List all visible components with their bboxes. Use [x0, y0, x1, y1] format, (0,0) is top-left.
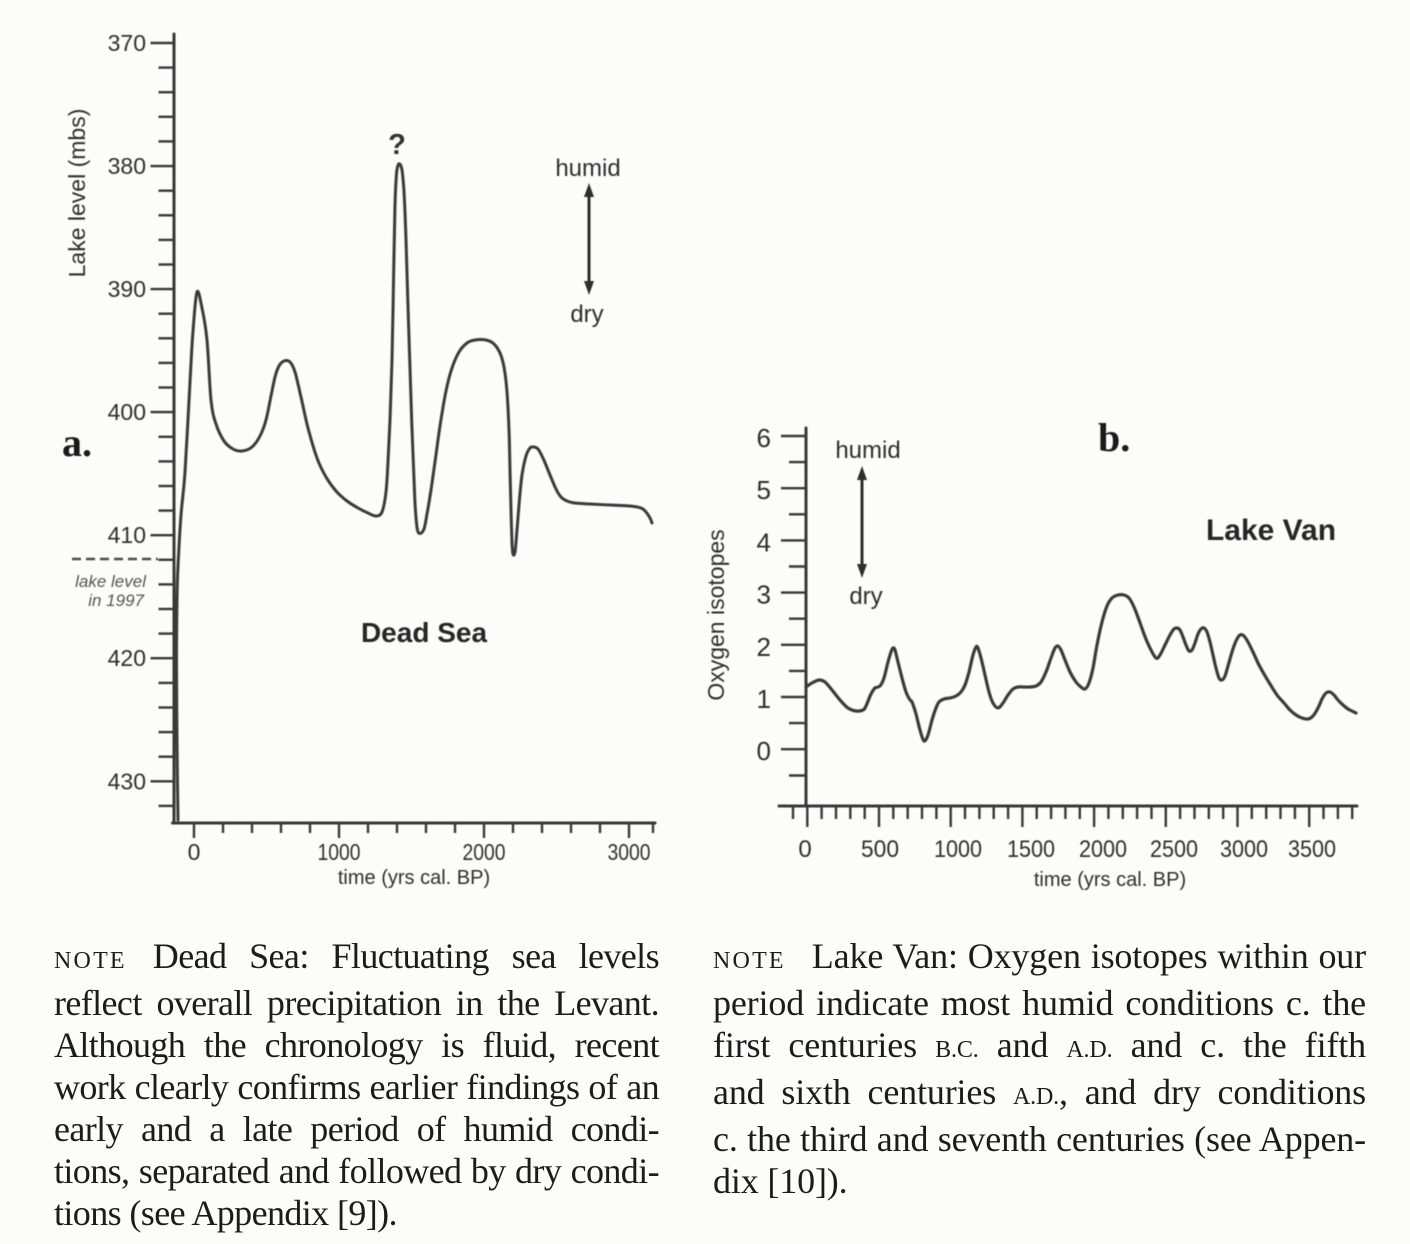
- svg-text:2500: 2500: [1150, 836, 1198, 863]
- svg-text:in 1997: in 1997: [88, 591, 144, 610]
- svg-text:a.: a.: [62, 420, 92, 465]
- svg-text:3500: 3500: [1288, 836, 1336, 863]
- svg-text:4: 4: [757, 527, 771, 557]
- svg-text:0: 0: [757, 736, 771, 766]
- svg-text:0: 0: [188, 839, 201, 865]
- svg-text:0: 0: [798, 836, 811, 863]
- svg-text:410: 410: [108, 522, 146, 548]
- svg-text:2000: 2000: [1079, 836, 1127, 863]
- svg-text:380: 380: [108, 153, 146, 179]
- svg-text:1500: 1500: [1007, 836, 1055, 863]
- svg-text:dry: dry: [570, 301, 603, 328]
- svg-text:3000: 3000: [608, 839, 651, 865]
- svg-text:Dead Sea: Dead Sea: [361, 617, 487, 648]
- svg-text:1000: 1000: [934, 836, 982, 863]
- svg-text:1: 1: [757, 684, 771, 714]
- svg-text:500: 500: [861, 836, 899, 863]
- svg-text:3000: 3000: [1220, 836, 1268, 863]
- svg-text:humid: humid: [835, 437, 900, 464]
- svg-text:b.: b.: [1098, 415, 1130, 460]
- svg-text:5: 5: [757, 475, 771, 505]
- svg-text:430: 430: [108, 768, 146, 794]
- svg-text:370: 370: [108, 30, 146, 56]
- svg-text:Lake Van: Lake Van: [1206, 514, 1336, 547]
- svg-text:390: 390: [108, 276, 146, 302]
- svg-text:?: ?: [388, 129, 406, 161]
- svg-text:time (yrs cal. BP): time (yrs cal. BP): [1034, 869, 1186, 891]
- svg-text:time (yrs cal. BP): time (yrs cal. BP): [338, 867, 490, 889]
- svg-text:6: 6: [757, 423, 771, 453]
- svg-text:420: 420: [108, 645, 146, 671]
- svg-text:400: 400: [108, 399, 146, 425]
- svg-text:Lake level (mbs): Lake level (mbs): [64, 109, 90, 278]
- svg-text:dry: dry: [849, 583, 882, 610]
- svg-text:2000: 2000: [463, 839, 506, 865]
- svg-text:humid: humid: [555, 155, 620, 182]
- svg-text:3: 3: [757, 580, 771, 610]
- svg-text:1000: 1000: [318, 839, 361, 865]
- svg-text:Oxygen isotopes: Oxygen isotopes: [703, 529, 729, 700]
- svg-text:lake level: lake level: [75, 572, 147, 591]
- svg-text:2: 2: [757, 632, 771, 662]
